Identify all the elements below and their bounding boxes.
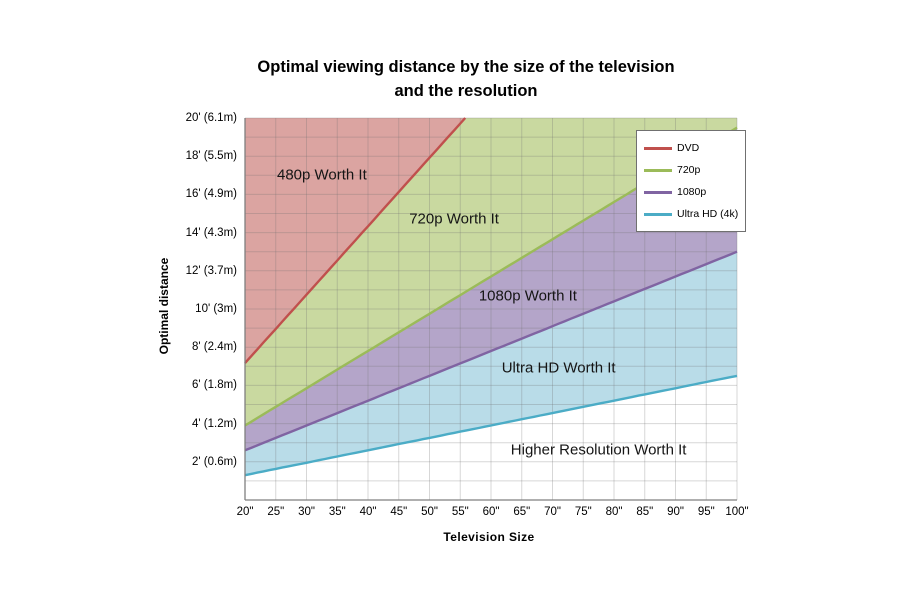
legend-label: DVD xyxy=(677,142,700,154)
legend-line-icon xyxy=(644,190,672,194)
legend-item-dvd: DVD xyxy=(644,142,738,154)
x-tick-label: 65" xyxy=(513,506,531,518)
y-tick-label: 10' (3m) xyxy=(195,303,237,315)
y-tick-label: 12' (3.7m) xyxy=(185,264,237,277)
x-tick-label: 30" xyxy=(298,506,315,518)
y-tick-label: 4' (1.2m) xyxy=(191,417,237,430)
legend-label: 720p xyxy=(677,164,701,176)
area-ultra-hd-worth-it xyxy=(245,251,737,476)
x-tick-label: 35" xyxy=(328,506,346,518)
series-line-ultra-hd-4k xyxy=(244,374,738,477)
area-1080p-worth-it xyxy=(245,127,737,451)
x-tick-label: 95" xyxy=(697,506,715,518)
x-tick-label: 55" xyxy=(451,506,469,518)
x-tick-label: 50" xyxy=(421,506,438,518)
y-tick-label: 8' (2.4m) xyxy=(191,341,237,354)
x-tick-label: 75" xyxy=(574,506,592,518)
x-tick-label: 80" xyxy=(605,506,623,518)
x-tick-label: 40" xyxy=(359,506,377,518)
region-label-720p-worth-it: 720p Worth It xyxy=(409,210,499,228)
plot-area xyxy=(244,117,738,501)
y-tick-label: 14' (4.3m) xyxy=(185,226,237,239)
chart-title-line-2: and the resolution xyxy=(394,82,538,100)
series-line-1080p xyxy=(244,250,738,452)
chart-title: Optimal viewing distance by the size of … xyxy=(216,55,716,103)
x-tick-label: 70" xyxy=(544,506,561,518)
x-tick-label: 25" xyxy=(267,506,285,518)
y-tick-label: 2' (0.6m) xyxy=(191,455,237,468)
x-tick-label: 85" xyxy=(636,506,654,518)
legend-item-1080p: 1080p xyxy=(644,186,738,198)
series-line-dvd xyxy=(244,117,467,364)
region-label-ultra-hd-worth-it: Ultra HD Worth It xyxy=(501,359,616,377)
legend: DVD 720p 1080p Ultra HD (4k) xyxy=(636,130,746,232)
y-tick-label: 6' (1.8m) xyxy=(191,379,237,392)
legend-item-720p: 720p xyxy=(644,164,738,176)
x-tick-label: 60" xyxy=(482,506,500,518)
legend-line-icon xyxy=(644,168,672,172)
area-480p-worth-it xyxy=(245,118,737,364)
area-720p-worth-it xyxy=(245,118,737,426)
chart-title-line-1: Optimal viewing distance by the size of … xyxy=(257,58,675,76)
y-tick-label: 18' (5.5m) xyxy=(185,150,237,163)
region-label-480p-worth-it: 480p Worth It xyxy=(276,166,367,184)
x-tick-label: 90" xyxy=(667,506,684,518)
legend-label: Ultra HD (4k) xyxy=(677,208,739,220)
x-tick-label: 20" xyxy=(236,506,254,518)
x-axis-title: Television Size xyxy=(443,530,535,544)
legend-line-icon xyxy=(644,146,672,150)
x-tick-label: 100" xyxy=(725,506,749,518)
x-tick-label: 45" xyxy=(390,506,408,518)
y-tick-label: 16' (4.9m) xyxy=(185,188,237,201)
region-label-higher-resolution-worth-it: Higher Resolution Worth It xyxy=(510,441,687,459)
legend-label: 1080p xyxy=(677,186,707,198)
gridlines xyxy=(244,117,738,500)
legend-line-icon xyxy=(644,212,672,216)
legend-item-ultra-hd-4k: Ultra HD (4k) xyxy=(644,208,738,220)
y-tick-label: 20' (6.1m) xyxy=(185,112,237,124)
region-label-1080p-worth-it: 1080p Worth It xyxy=(478,287,577,305)
